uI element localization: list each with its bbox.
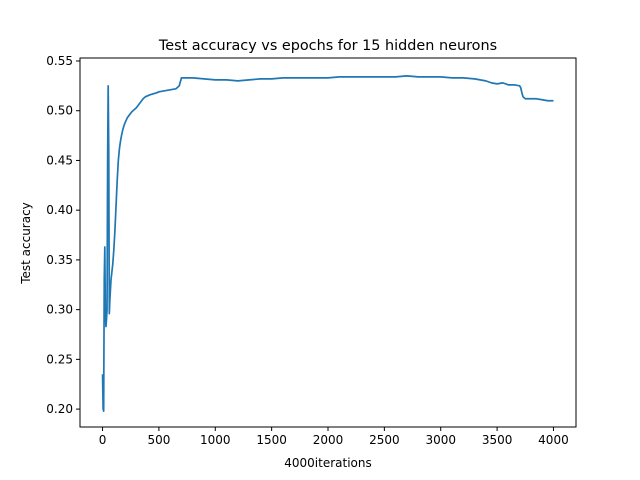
chart-title: Test accuracy vs epochs for 15 hidden ne… <box>158 38 497 54</box>
x-tick-label: 4000 <box>538 433 569 447</box>
x-tick-label: 2000 <box>313 433 344 447</box>
y-tick-label: 0.35 <box>46 253 73 267</box>
x-tick-label: 1000 <box>200 433 231 447</box>
y-tick-label: 0.20 <box>46 402 73 416</box>
x-tick-label: 0 <box>99 433 107 447</box>
y-tick-label: 0.30 <box>46 303 73 317</box>
y-tick-label: 0.40 <box>46 203 73 217</box>
y-tick-label: 0.50 <box>46 104 73 118</box>
y-tick-label: 0.45 <box>46 153 73 167</box>
plot-area: 0 500 1000 1500 2000 2500 3000 3500 4000 0.20 0.25… <box>46 54 577 447</box>
series-line-1 <box>101 75 554 412</box>
x-tick-label: 3000 <box>425 433 456 447</box>
x-tick-label: 1500 <box>256 433 287 447</box>
y-tick-label: 0.25 <box>46 352 73 366</box>
x-tick-label: 3500 <box>482 433 513 447</box>
x-tick-label: 500 <box>147 433 170 447</box>
x-tick-label: 2500 <box>369 433 400 447</box>
y-tick-label: 0.55 <box>46 54 73 68</box>
x-axis-label: 4000iterations <box>284 456 372 470</box>
y-axis-label: Test accuracy <box>19 202 33 285</box>
